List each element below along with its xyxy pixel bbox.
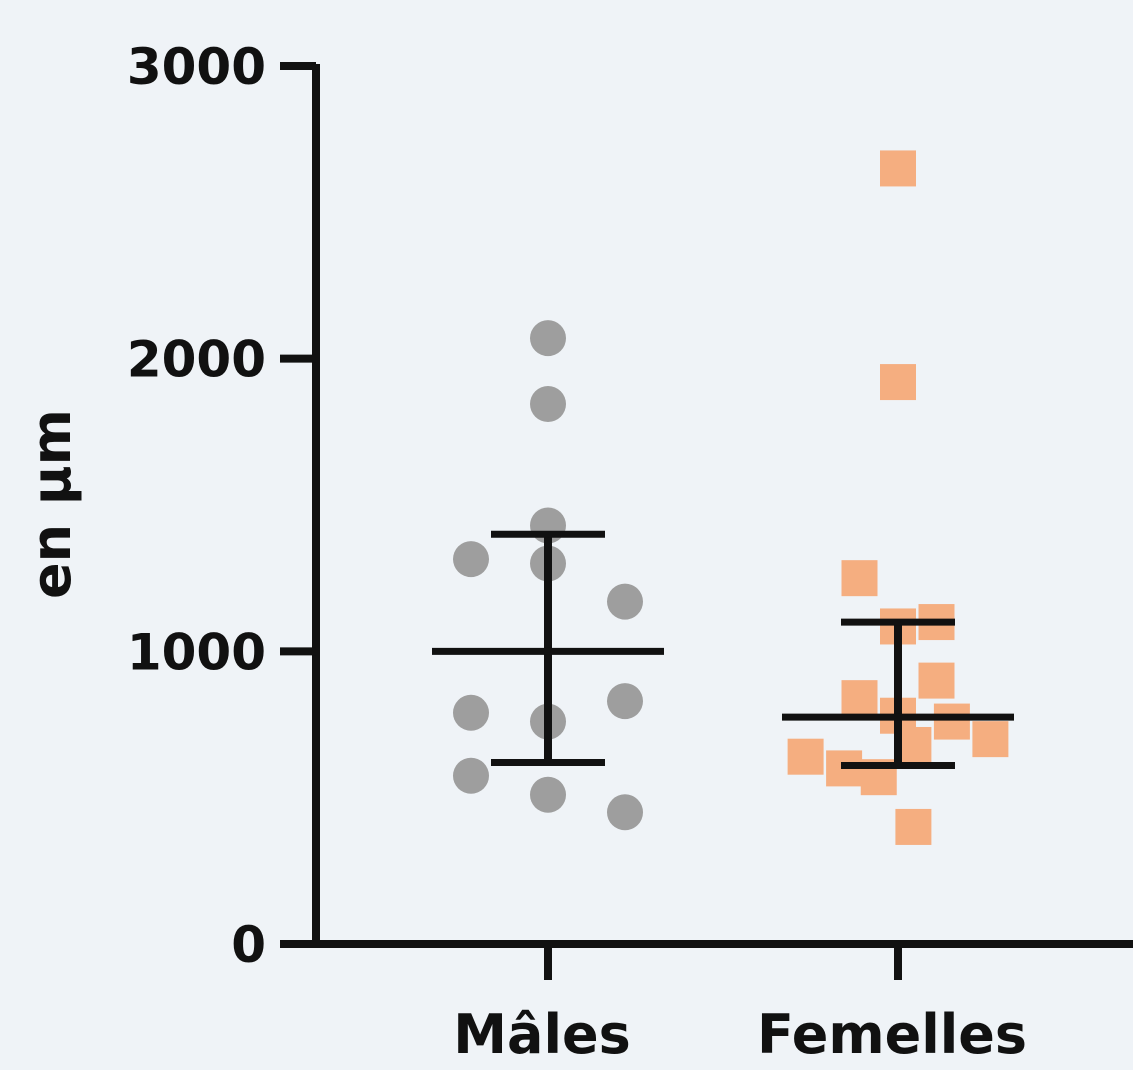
- x-tick-group: Mâles Femelles: [453, 944, 1027, 1066]
- x-category-label: Femelles: [757, 1003, 1027, 1066]
- female-data-point: [933, 703, 970, 740]
- female-data-point: [841, 560, 878, 597]
- male-data-point: [530, 320, 566, 357]
- female-data-point: [972, 721, 1009, 758]
- male-data-point: [530, 776, 566, 813]
- x-category-label: Mâles: [453, 1003, 630, 1066]
- male-data-point: [607, 794, 643, 831]
- male-data-point: [453, 757, 489, 794]
- male-data-point: [607, 583, 643, 620]
- female-data-point: [841, 680, 878, 717]
- female-data-point: [880, 364, 916, 401]
- male-data-point: [453, 694, 489, 731]
- male-data-point: [530, 386, 566, 423]
- mean-error-bars: [432, 530, 1014, 769]
- y-tick-label: 1000: [127, 623, 266, 681]
- female-data-point: [895, 808, 932, 845]
- y-tick-label: 3000: [127, 38, 266, 96]
- female-data-point: [918, 662, 955, 699]
- male-data-point: [453, 541, 489, 578]
- y-tick-group: 0 1000 2000 3000: [127, 38, 316, 974]
- axes: [312, 64, 1133, 948]
- female-data-point: [880, 150, 916, 187]
- data-points: [453, 150, 1009, 845]
- male-data-point: [607, 683, 643, 720]
- y-axis-title: en µm: [20, 409, 83, 599]
- y-tick-label: 2000: [127, 331, 266, 389]
- y-tick-label: 0: [231, 916, 266, 974]
- female-data-point: [787, 738, 824, 775]
